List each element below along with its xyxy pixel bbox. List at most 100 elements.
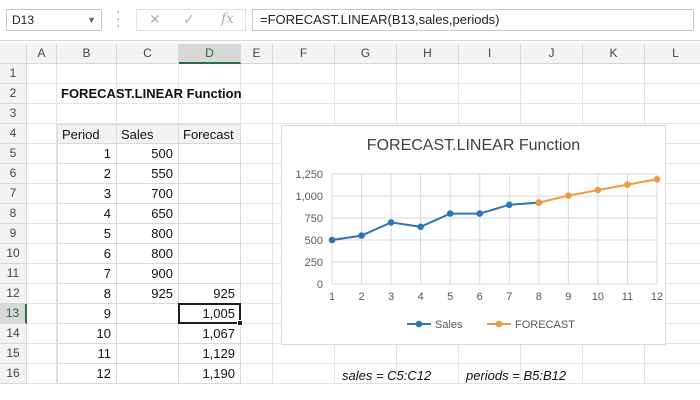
row-header-10[interactable]: 10 xyxy=(0,244,27,264)
data-point-sales xyxy=(358,232,365,239)
chevron-down-icon[interactable]: ▼ xyxy=(87,15,96,25)
forecast-cell[interactable] xyxy=(179,224,241,244)
forecast-cell[interactable]: 925 xyxy=(179,284,241,304)
row-header-7[interactable]: 7 xyxy=(0,184,27,204)
column-header-j[interactable]: J xyxy=(521,44,583,64)
sales-cell[interactable]: 925 xyxy=(117,284,179,304)
fill-handle[interactable] xyxy=(237,320,243,326)
name-box[interactable]: D13 ▼ xyxy=(6,9,102,31)
gridline xyxy=(27,103,700,104)
period-cell[interactable]: 9 xyxy=(57,304,117,324)
sales-cell[interactable] xyxy=(117,344,179,364)
x-tick-label: 2 xyxy=(358,291,364,303)
forecast-cell[interactable]: 1,190 xyxy=(179,364,241,384)
forecast-cell[interactable] xyxy=(179,204,241,224)
column-header-e[interactable]: E xyxy=(241,44,273,64)
column-header-d[interactable]: D xyxy=(179,44,241,64)
row-header-15[interactable]: 15 xyxy=(0,344,27,364)
x-icon[interactable]: ✕ xyxy=(149,11,161,27)
x-tick-label: 3 xyxy=(388,291,394,303)
y-tick-label: 1,250 xyxy=(295,169,323,181)
forecast-cell[interactable] xyxy=(179,184,241,204)
forecast-cell[interactable]: 1,129 xyxy=(179,344,241,364)
sales-cell[interactable]: 550 xyxy=(117,164,179,184)
y-tick-label: 250 xyxy=(305,257,323,269)
forecast-cell[interactable]: 1,005 xyxy=(179,304,241,324)
row-header-4[interactable]: 4 xyxy=(0,124,27,144)
y-tick-label: 750 xyxy=(305,213,323,225)
table-header-period[interactable]: Period xyxy=(57,124,117,144)
column-header-l[interactable]: L xyxy=(645,44,700,64)
chart-title: FORECAST.LINEAR Function xyxy=(366,137,581,154)
data-point-sales xyxy=(446,210,454,217)
period-cell[interactable]: 2 xyxy=(57,164,117,184)
row-header-5[interactable]: 5 xyxy=(0,144,27,164)
table-header-forecast[interactable]: Forecast xyxy=(179,124,241,144)
data-point-sales xyxy=(387,219,395,226)
forecast-cell[interactable] xyxy=(179,264,241,284)
check-icon[interactable]: ✓ xyxy=(183,11,195,27)
period-cell[interactable]: 1 xyxy=(57,144,117,164)
row-header-6[interactable]: 6 xyxy=(0,164,27,184)
formula-input[interactable]: =FORECAST.LINEAR(B13,sales,periods) xyxy=(252,9,694,31)
period-cell[interactable]: 11 xyxy=(57,344,117,364)
fx-icon[interactable]: fx xyxy=(221,11,235,27)
row-header-3[interactable]: 3 xyxy=(0,104,27,124)
legend-label-sales: Sales xyxy=(435,319,463,331)
column-header-f[interactable]: F xyxy=(273,44,335,64)
forecast-cell[interactable]: 1,067 xyxy=(179,324,241,344)
row-header-13[interactable]: 13 xyxy=(0,304,27,324)
period-cell[interactable]: 10 xyxy=(57,324,117,344)
period-cell[interactable]: 12 xyxy=(57,364,117,384)
name-box-value: D13 xyxy=(12,13,35,27)
row-header-2[interactable]: 2 xyxy=(0,84,27,104)
forecast-cell[interactable] xyxy=(179,244,241,264)
x-tick-label: 11 xyxy=(622,291,633,303)
row-header-16[interactable]: 16 xyxy=(0,364,27,384)
formula-bar-buttons: ✕ ✓ fx xyxy=(136,9,246,31)
sales-cell[interactable]: 700 xyxy=(117,184,179,204)
line-chart[interactable]: FORECAST.LINEAR Function 0 250 500 750 1,000… xyxy=(281,125,666,345)
sales-cell[interactable]: 650 xyxy=(117,204,179,224)
row-header-11[interactable]: 11 xyxy=(0,264,27,284)
column-header-b[interactable]: B xyxy=(57,44,117,64)
data-point-sales xyxy=(417,223,424,231)
data-point-forecast xyxy=(565,192,572,199)
sales-cell[interactable] xyxy=(117,324,179,344)
row-header-14[interactable]: 14 xyxy=(0,324,27,344)
row-header-12[interactable]: 12 xyxy=(0,284,27,304)
column-header-k[interactable]: K xyxy=(583,44,645,64)
period-cell[interactable]: 4 xyxy=(57,204,117,224)
period-cell[interactable]: 3 xyxy=(57,184,117,204)
data-point-sales xyxy=(476,210,484,217)
column-header-a[interactable]: A xyxy=(27,44,57,64)
sales-cell[interactable]: 900 xyxy=(117,264,179,284)
period-cell[interactable]: 7 xyxy=(57,264,117,284)
select-all-corner[interactable] xyxy=(0,44,27,64)
sales-cell[interactable]: 800 xyxy=(117,224,179,244)
legend-label-forecast: FORECAST xyxy=(515,319,575,331)
column-header-c[interactable]: C xyxy=(117,44,179,64)
named-range-note-periods: periods = B5:B12 xyxy=(466,368,567,383)
y-tick-label: 1,000 xyxy=(295,191,323,203)
sales-cell[interactable]: 800 xyxy=(117,244,179,264)
sales-cell[interactable]: 500 xyxy=(117,144,179,164)
active-cell-outline[interactable] xyxy=(178,303,241,324)
column-header-i[interactable]: I xyxy=(459,44,521,64)
period-cell[interactable]: 8 xyxy=(57,284,117,304)
column-header-g[interactable]: G xyxy=(335,44,397,64)
period-cell[interactable]: 6 xyxy=(57,244,117,264)
forecast-cell[interactable] xyxy=(179,144,241,164)
row-header-9[interactable]: 9 xyxy=(0,224,27,244)
row-header-8[interactable]: 8 xyxy=(0,204,27,224)
x-tick-label: 5 xyxy=(447,291,453,303)
period-cell[interactable]: 5 xyxy=(57,224,117,244)
forecast-cell[interactable] xyxy=(179,164,241,184)
sales-cell[interactable] xyxy=(117,304,179,324)
table-header-sales[interactable]: Sales xyxy=(117,124,179,144)
row-header-1[interactable]: 1 xyxy=(0,64,27,84)
column-header-h[interactable]: H xyxy=(397,44,459,64)
sales-cell[interactable] xyxy=(117,364,179,384)
data-point-sales xyxy=(328,236,336,244)
